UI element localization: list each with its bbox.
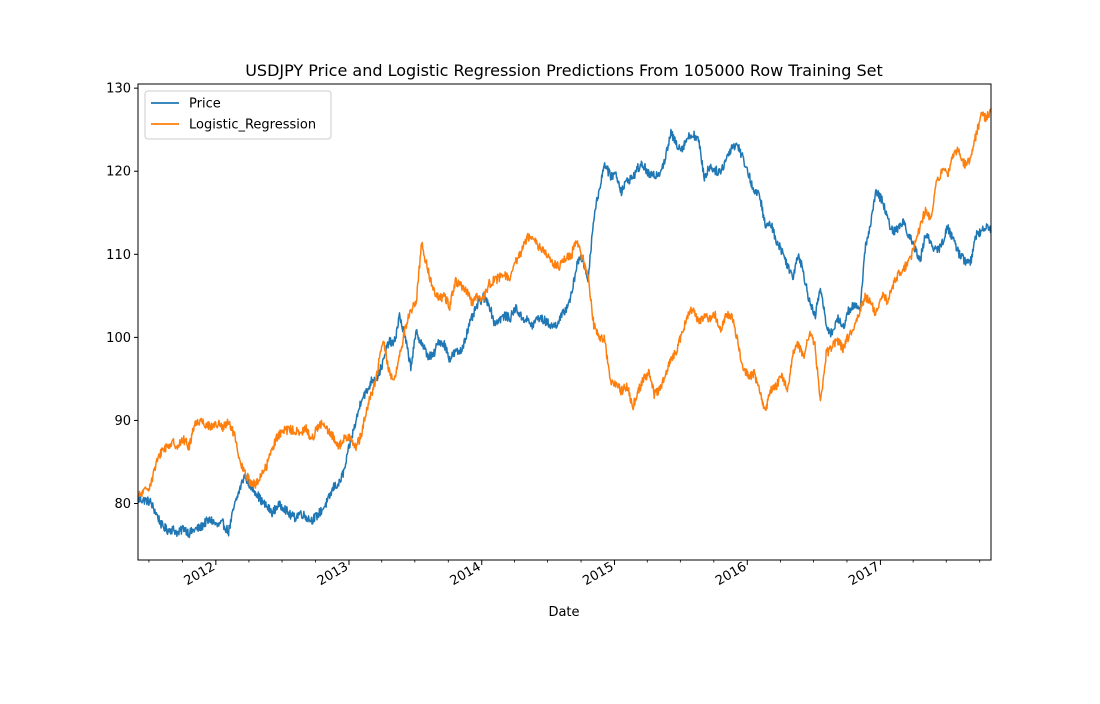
- legend-box: [144, 90, 332, 140]
- chart-title: USDJPY Price and Logistic Regression Pre…: [245, 61, 883, 80]
- series-layer: [137, 107, 992, 539]
- series-line-logistic-regression: [137, 107, 992, 498]
- legend-label-logistic-regression: Logistic_Regression: [189, 118, 316, 133]
- y-axis: 80 90 100 110 120 130: [106, 82, 138, 512]
- plot-frame: [137, 83, 992, 561]
- y-tick-label: 130: [106, 82, 131, 97]
- y-tick-label: 90: [114, 414, 131, 429]
- legend: Price Logistic_Regression: [144, 90, 332, 140]
- series-line-price: [137, 128, 992, 539]
- y-tick-label: 80: [114, 497, 131, 512]
- y-tick-label: 110: [106, 248, 131, 263]
- y-tick-label: 120: [106, 165, 131, 180]
- legend-label-price: Price: [189, 97, 221, 112]
- y-tick-label: 100: [106, 331, 131, 346]
- x-axis-label: Date: [548, 605, 579, 620]
